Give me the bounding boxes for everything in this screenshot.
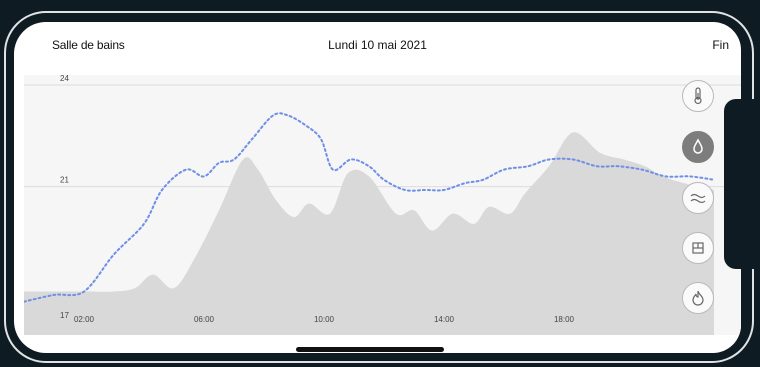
home-indicator[interactable] bbox=[296, 347, 444, 352]
room-name: Salle de bains bbox=[52, 38, 125, 52]
history-chart[interactable]: 24 21 17 02:00 06:00 10:00 14:00 18:00 bbox=[24, 75, 741, 335]
x-tick-label: 10:00 bbox=[314, 315, 335, 324]
temperature-line bbox=[24, 112, 715, 303]
app-screen: Salle de bains Lundi 10 mai 2021 Fin 24 2… bbox=[14, 22, 741, 353]
y-tick-label: 21 bbox=[60, 176, 69, 185]
y-tick-label: 24 bbox=[60, 75, 69, 83]
humidity-button[interactable] bbox=[682, 131, 714, 163]
air-quality-button[interactable] bbox=[682, 182, 714, 214]
window-icon bbox=[692, 242, 704, 254]
air-waves-icon bbox=[690, 193, 706, 204]
x-tick-label: 18:00 bbox=[554, 315, 575, 324]
heating-button[interactable] bbox=[682, 282, 714, 314]
temperature-icon bbox=[694, 87, 702, 105]
chart-svg: 24 21 17 02:00 06:00 10:00 14:00 18:00 bbox=[24, 75, 741, 335]
humidity-area bbox=[24, 132, 714, 335]
done-button[interactable]: Fin bbox=[712, 38, 729, 52]
x-tick-label: 06:00 bbox=[194, 315, 215, 324]
humidity-drop-icon bbox=[693, 138, 703, 154]
x-tick-label: 14:00 bbox=[434, 315, 455, 324]
y-tick-label: 17 bbox=[60, 311, 69, 320]
temperature-button[interactable] bbox=[682, 80, 714, 112]
page-title: Lundi 10 mai 2021 bbox=[328, 38, 427, 52]
sensor-housing-notch bbox=[724, 99, 760, 269]
x-tick-label: 02:00 bbox=[74, 315, 95, 324]
window-button[interactable] bbox=[682, 232, 714, 264]
flame-icon bbox=[692, 290, 704, 306]
